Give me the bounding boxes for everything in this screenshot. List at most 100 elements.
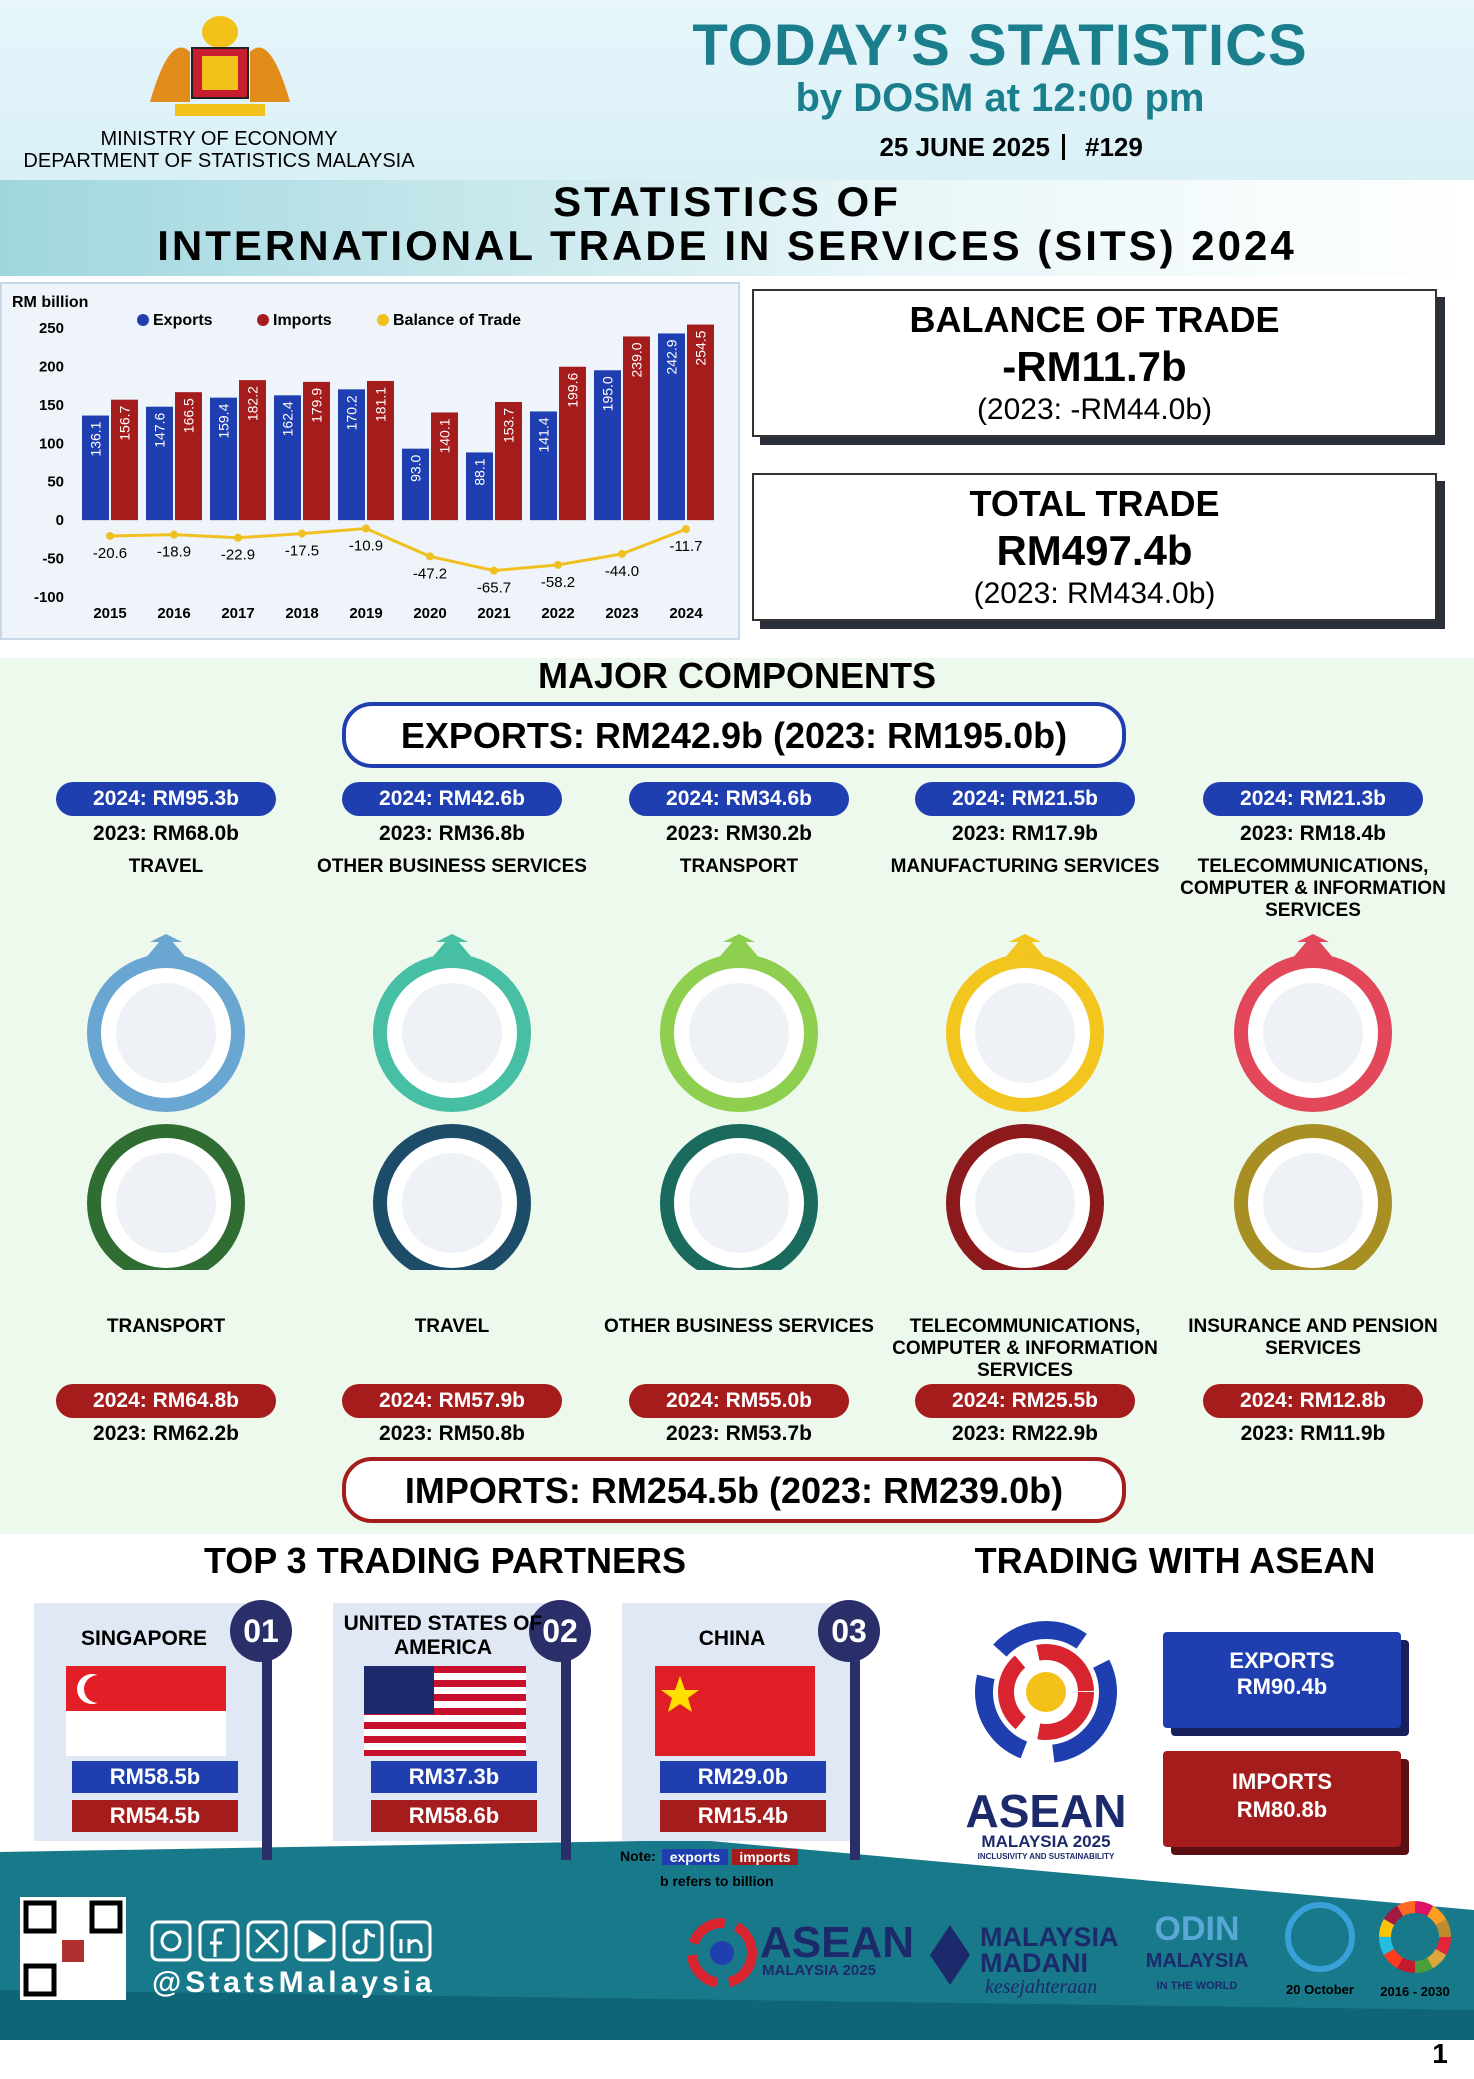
footer-logos [687,1918,970,1988]
icon-linkedin [390,1920,432,1962]
bar [658,333,685,521]
icon-pointer [430,934,474,960]
partner-imports: RM15.4b [660,1800,826,1832]
bar-label: 88.1 [472,458,488,485]
icon-core [975,1153,1075,1253]
bar-label: 136.1 [88,421,104,456]
partner-exports: RM37.3b [371,1761,537,1793]
asean-ring [975,1621,1117,1763]
bar [495,402,522,521]
flag-cn-star [661,1676,699,1712]
summary-previous: (2023: -RM44.0b) [976,393,1213,426]
line-label: -47.2 [413,565,447,582]
stripe [364,1736,526,1743]
partner-rank: 02 [529,1600,591,1662]
line-label: -10.9 [349,538,383,555]
export-previous: 2023: RM36.8b [379,822,525,845]
icon-youtube-play [308,1929,327,1953]
bar [466,452,493,521]
asean-exports-box [1163,1632,1401,1728]
bar [175,392,202,521]
line-label: -22.9 [221,547,255,564]
y-tick-label: -100 [34,589,64,606]
legend-marker [377,314,389,326]
note-label: Note: [620,1848,656,1864]
footer-day: 20 October [1286,1982,1354,1997]
asean-exports-label: EXPORTS [1229,1648,1335,1673]
icon-core [402,1153,502,1253]
import-previous: 2023: RM62.2b [93,1422,239,1445]
x-tick-label: 2021 [477,605,510,622]
footer-madani2: MADANI [980,1948,1088,1978]
y-axis-label: RM billion [12,294,88,311]
bar [146,406,173,521]
note-imports: imports [732,1849,798,1865]
coat-of-arms [150,16,290,116]
footer-logos-right [1285,1901,1451,1973]
card-edge [850,1620,860,1860]
partner-exports: RM58.5b [72,1761,238,1793]
line-label: -58.2 [541,574,575,591]
partner-rank: 01 [230,1600,292,1662]
summary-value: RM497.4b [996,527,1193,574]
qr-center [62,1940,84,1962]
import-current: 2024: RM55.0b [629,1384,849,1418]
bar [82,415,109,521]
asean-logo-tag: INCLUSIVITY AND SUSTAINABILITY [977,1852,1115,1861]
components-title: MAJOR COMPONENTS [537,655,937,696]
page-number: 1 [1432,2038,1448,2069]
bar-label: 140.1 [437,418,453,453]
flag-us-stripes [364,1666,526,1756]
bar [367,380,394,521]
social-handle: @StatsMalaysia [152,1966,436,1999]
partner-name: SINGAPORE [80,1627,208,1650]
export-current: 2024: RM42.6b [342,782,562,816]
stripe [364,1680,526,1687]
department: DEPARTMENT OF STATISTICS MALAYSIA [23,150,415,172]
footer-band [0,1840,1474,2040]
bar [338,389,365,521]
asean-logo-art [975,1621,1117,1763]
stripe [364,1708,526,1715]
y-tick-label: 200 [39,358,64,375]
import-name: OTHER BUSINESS SERVICES [604,1316,874,1337]
stripe [364,1694,526,1701]
date: 25 JUNE 2025 [879,132,1050,162]
export-previous: 2023: RM68.0b [93,822,239,845]
export-name: TELECOMMUNICATIONS, COMPUTER & INFORMATI… [1180,856,1446,921]
stripe [364,1722,526,1729]
line-point [490,566,498,575]
partner-name: UNITED STATES OF AMERICA [343,1612,543,1659]
asean-ring [998,1644,1094,1740]
card-edge [561,1620,571,1860]
legend-label: Exports [153,312,213,329]
bar [210,397,237,521]
arms-star [202,16,238,48]
stripe [364,1666,526,1673]
banner-line1: STATISTICS OF [553,178,901,225]
bar [274,395,301,521]
partner-exports: RM29.0b [660,1761,826,1793]
bar [687,324,714,521]
asean-imports-label: IMPORTS [1231,1769,1333,1794]
footer-shade [0,1990,1474,2040]
bar [623,336,650,521]
footer-sdg-years: 2016 - 2030 [1380,1984,1450,1999]
icon-pointer [1003,934,1047,960]
footer-odin-sub: MALAYSIA [1145,1950,1249,1972]
bar-label: 242.9 [664,339,680,374]
summary-title: BALANCE OF TRADE [909,299,1280,340]
icon-facebook [198,1920,240,1962]
x-tick-label: 2017 [221,605,254,622]
icon-pointer [144,934,188,960]
arms-tiger [250,47,290,102]
line-point [298,529,306,538]
y-tick-label: 100 [39,435,64,452]
asean-imports: RM80.8b [1236,1797,1328,1822]
footer-madani: MALAYSIA [980,1922,1119,1952]
partner-rank: 03 [818,1600,880,1662]
bar-label: 147.6 [152,413,168,448]
flag-us [364,1666,526,1756]
bar-label: 239.0 [629,342,645,377]
line-point [234,533,242,542]
